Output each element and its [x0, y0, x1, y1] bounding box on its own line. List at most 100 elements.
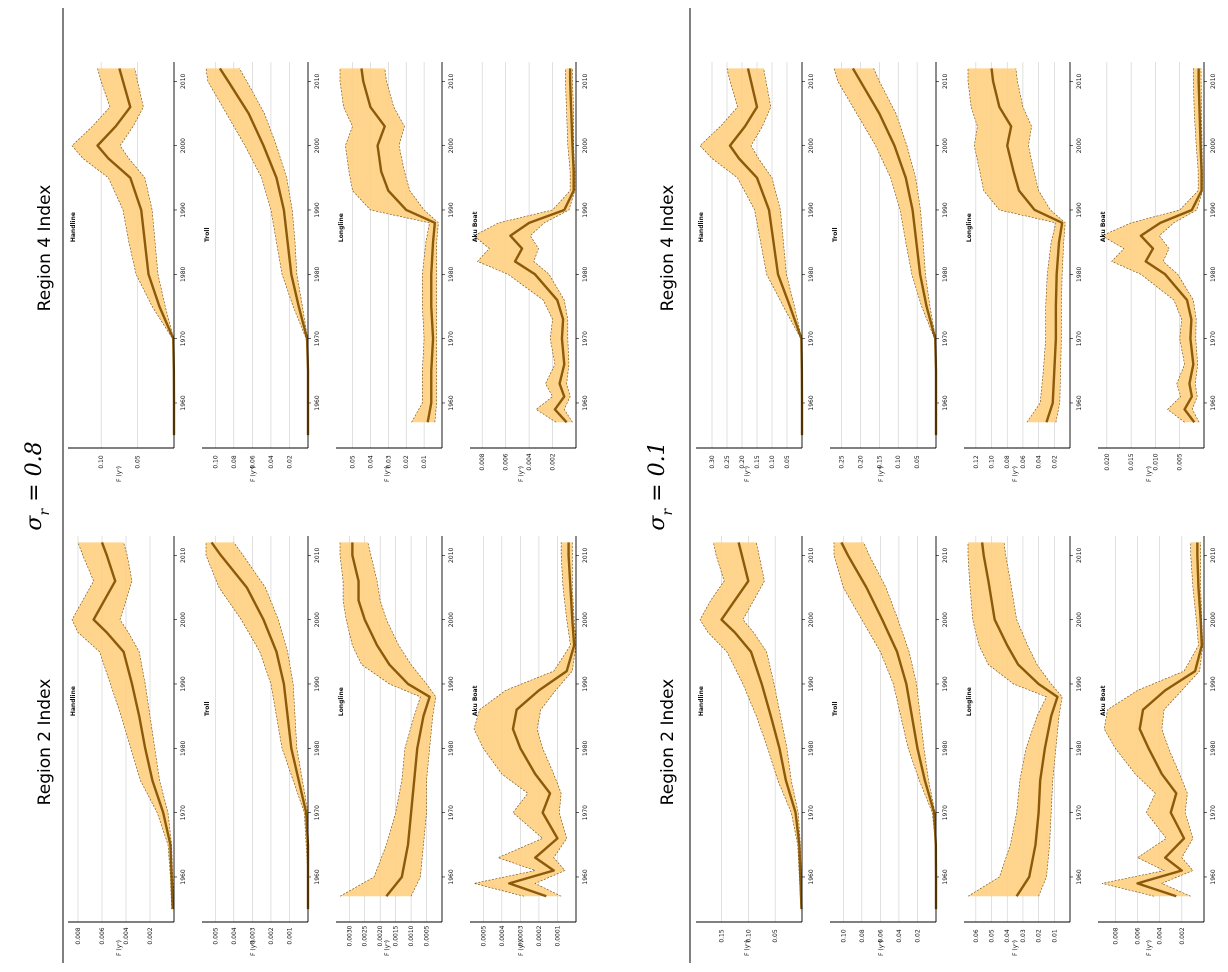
band-edge-upper	[699, 542, 802, 910]
x-tick-label: 2010	[1076, 73, 1083, 88]
uncertainty-band	[700, 68, 802, 436]
x-tick-label: 2000	[314, 612, 321, 627]
uncertainty-band	[206, 68, 308, 436]
y-tick-label: 0.005	[1177, 453, 1184, 470]
y-tick-label: 0.0004	[499, 925, 506, 946]
y-tick-label: 0.002	[1179, 927, 1186, 944]
band-edge-lower	[384, 68, 439, 423]
y-tick-label: 0.02	[1051, 455, 1058, 469]
x-tick-label: 1980	[180, 266, 187, 281]
x-tick-label: 2010	[180, 547, 187, 562]
y-tick-label: 0.02	[286, 455, 293, 469]
y-tick-label: 0.010	[1152, 453, 1159, 470]
y-tick-label: 0.04	[268, 455, 275, 469]
y-tick-label: 0.06	[1020, 455, 1027, 469]
panel-title: Troll	[832, 227, 839, 242]
y-tick-label: 0.0030	[346, 925, 353, 946]
panel-title: Longline	[966, 687, 973, 716]
x-tick-label: 1990	[1076, 676, 1083, 691]
panel-longline: 0.0030 0.0025 0.0020 0.0015 0.0010 0.0005 F (y…	[336, 536, 455, 956]
x-tick-label: 2000	[582, 612, 589, 627]
x-tick-label: 1990	[1210, 202, 1217, 217]
y-tick-label: 0.005	[212, 927, 219, 944]
y-tick-label: 0.03	[1020, 929, 1027, 943]
panel-aku-boat: 0.008 0.006 0.004 0.002 F (yⁿ) 1960 1970 1980 19…	[1098, 536, 1217, 956]
panel-handline: 0.008 0.006 0.004 0.002 F (yⁿ) 1960 1970 1980 19…	[68, 536, 187, 956]
band-edge-upper	[473, 542, 571, 897]
x-tick-label: 2010	[582, 73, 589, 88]
uncertainty-band	[1102, 68, 1203, 423]
x-tick-label: 2000	[942, 138, 949, 153]
y-tick-label: 0.04	[1004, 929, 1011, 943]
x-tick-label: 1960	[1076, 395, 1083, 410]
x-tick-label: 1980	[1076, 740, 1083, 755]
panel-handline: 0.30 0.25 0.20 0.15 0.10 0.05 F (yⁿ) 1960 1970 19…	[696, 62, 815, 482]
x-tick-label: 1960	[314, 869, 321, 884]
y-tick-label: 0.02	[1036, 929, 1043, 943]
y-tick-label: 0.05	[135, 455, 142, 469]
y-tick-label: 0.001	[286, 927, 293, 944]
x-tick-label: 1960	[582, 395, 589, 410]
x-tick-label: 1990	[180, 676, 187, 691]
y-axis-label: F (yⁿ)	[1012, 466, 1019, 482]
x-tick-label: 1970	[180, 805, 187, 820]
y-tick-label: 0.0025	[362, 925, 369, 946]
x-tick-label: 2010	[180, 73, 187, 88]
x-tick-label: 2000	[180, 612, 187, 627]
x-tick-label: 1960	[180, 869, 187, 884]
x-tick-label: 1960	[448, 395, 455, 410]
x-tick-label: 1960	[448, 869, 455, 884]
band-edge-lower	[119, 542, 175, 910]
x-tick-label: 1980	[808, 740, 815, 755]
y-tick-label: 0.0020	[377, 925, 384, 946]
panel-handline: 0.10 0.05 F (yⁿ) 1960 1970 1980 1990 2000 2010 Ha…	[68, 62, 187, 482]
median-line	[508, 542, 576, 898]
y-tick-label: 0.01	[1051, 929, 1058, 943]
x-tick-label: 1980	[942, 740, 949, 755]
y-tick-label: 0.0010	[408, 925, 415, 946]
panel-title: Handline	[70, 212, 77, 242]
y-tick-label: 0.10	[989, 455, 996, 469]
x-tick-label: 1990	[1076, 202, 1083, 217]
y-axis-label: F (yⁿ)	[116, 940, 123, 956]
panel-title: Longline	[338, 213, 345, 242]
y-tick-label: 0.05	[914, 455, 921, 469]
panel-troll: 0.10 0.08 0.06 0.04 0.02 F (yⁿ) 1960 1970 1980 19…	[202, 62, 321, 482]
y-tick-label: 0.006	[99, 927, 106, 944]
x-tick-label: 2000	[180, 138, 187, 153]
x-tick-label: 1960	[180, 395, 187, 410]
y-axis-label: F (yⁿ)	[1012, 940, 1019, 956]
y-axis-label: F (yⁿ)	[1146, 466, 1153, 482]
x-tick-label: 2010	[1210, 73, 1217, 88]
x-tick-label: 2000	[808, 138, 815, 153]
y-tick-label: 0.20	[739, 455, 746, 469]
x-tick-label: 1960	[1210, 869, 1217, 884]
x-tick-label: 2010	[942, 73, 949, 88]
y-tick-label: 0.0015	[393, 925, 400, 946]
panel-title: Troll	[204, 227, 211, 242]
x-tick-label: 1980	[448, 740, 455, 755]
x-tick-label: 2000	[808, 612, 815, 627]
y-tick-label: 0.002	[268, 927, 275, 944]
x-tick-label: 2000	[314, 138, 321, 153]
y-tick-label: 0.08	[231, 455, 238, 469]
svg-text:Region 2 Index: Region 2 Index	[658, 679, 678, 806]
band-edge-upper	[71, 542, 172, 910]
band-edge-upper	[339, 542, 421, 897]
y-tick-label: 0.0005	[424, 925, 431, 946]
band-edge-upper	[339, 68, 430, 423]
y-tick-label: 0.0001	[554, 925, 561, 946]
x-tick-label: 1990	[942, 676, 949, 691]
y-tick-label: 0.004	[526, 453, 533, 470]
y-tick-label: 0.002	[147, 927, 154, 944]
median-line	[1136, 542, 1203, 898]
y-tick-label: 0.20	[857, 455, 864, 469]
x-tick-label: 1980	[448, 266, 455, 281]
y-axis-label: F (yⁿ)	[518, 466, 525, 482]
uncertainty-band	[340, 68, 439, 423]
x-tick-label: 1970	[448, 805, 455, 820]
y-tick-label: 0.003	[249, 927, 256, 944]
median-line	[1139, 68, 1203, 423]
band-edge-lower	[1015, 68, 1066, 423]
